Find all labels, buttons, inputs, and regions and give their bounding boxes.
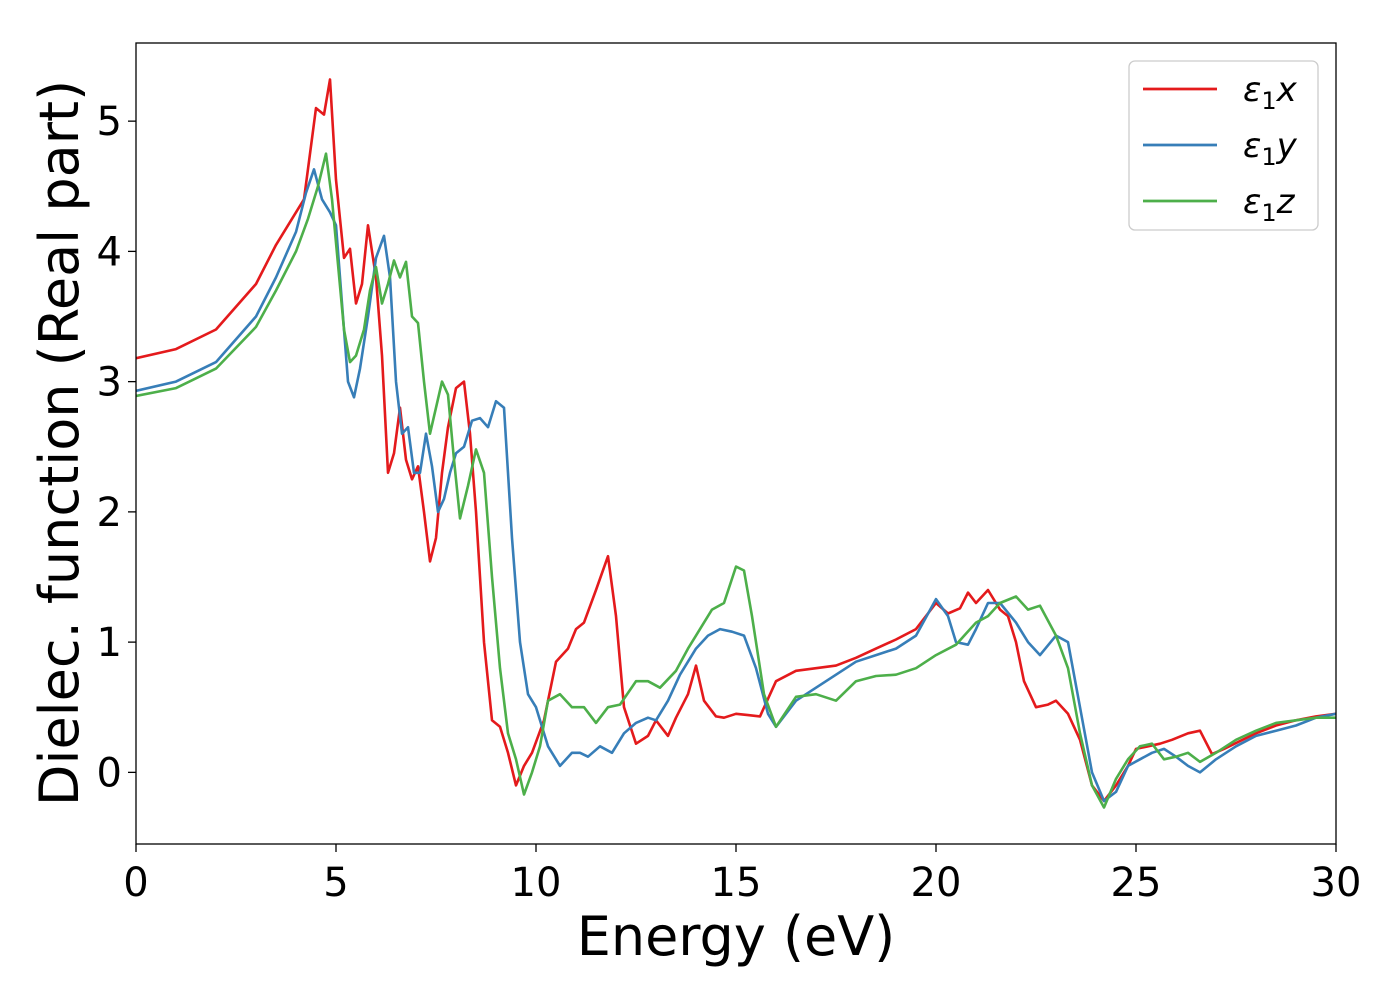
y-axis-ticks: 0 1 2 3 4 5 bbox=[97, 99, 136, 796]
y-tick-label: 2 bbox=[97, 490, 122, 536]
legend-label-z: ε1z bbox=[1243, 182, 1296, 227]
y-tick-label: 4 bbox=[97, 229, 122, 275]
legend-label-y: ε1y bbox=[1243, 126, 1298, 171]
plot-lines bbox=[136, 78, 1336, 809]
y-tick-label: 5 bbox=[97, 99, 122, 145]
x-axis-title: Energy (eV) bbox=[577, 905, 896, 968]
x-tick-label: 30 bbox=[1311, 860, 1362, 906]
x-tick-label: 0 bbox=[123, 860, 148, 906]
series-line-y bbox=[136, 168, 1336, 803]
x-tick-label: 5 bbox=[323, 860, 348, 906]
x-tick-label: 25 bbox=[1111, 860, 1162, 906]
legend-frame bbox=[1128, 60, 1319, 231]
y-tick-label: 3 bbox=[97, 360, 122, 406]
legend-label-x: ε1x bbox=[1243, 70, 1298, 115]
y-tick-label: 1 bbox=[97, 620, 122, 666]
legend: ε1x ε1y ε1z bbox=[1128, 60, 1319, 231]
x-tick-label: 15 bbox=[711, 860, 762, 906]
series-line-z bbox=[136, 152, 1336, 809]
y-axis-title: Dielec. function (Real part) bbox=[28, 80, 91, 806]
x-axis-ticks: 0 5 10 15 20 25 30 bbox=[123, 844, 1361, 906]
y-tick-label: 0 bbox=[97, 750, 122, 796]
x-tick-label: 20 bbox=[911, 860, 962, 906]
x-tick-label: 10 bbox=[511, 860, 562, 906]
